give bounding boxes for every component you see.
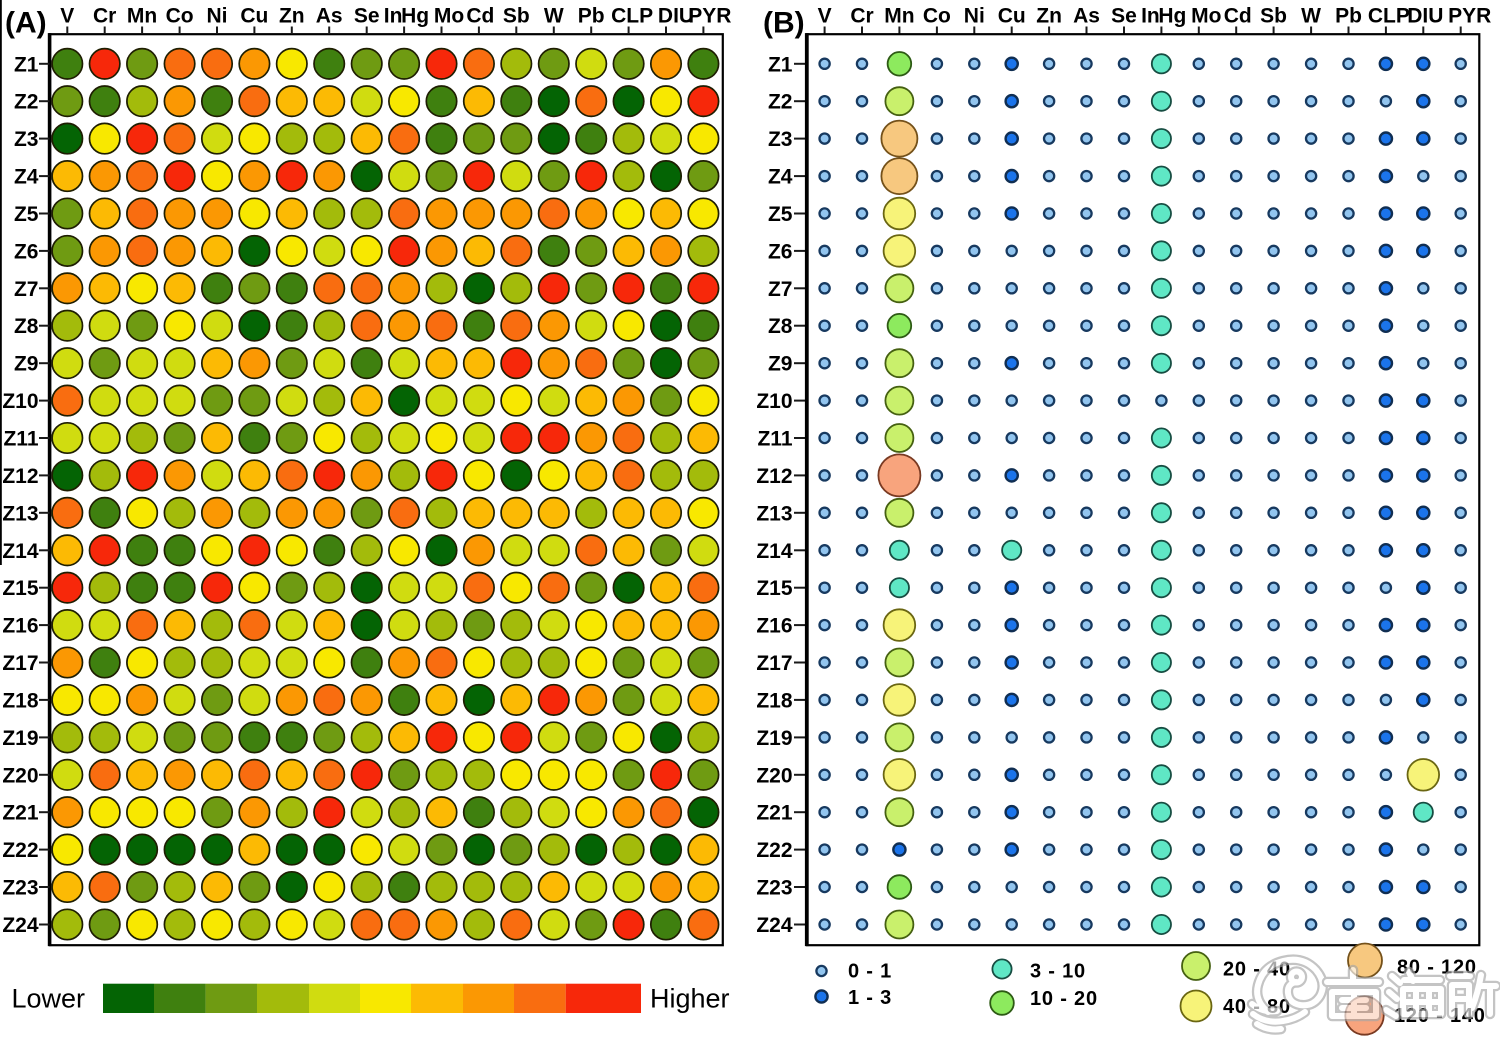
- svg-text:Cd: Cd: [466, 5, 494, 28]
- svg-text:Z10: Z10: [756, 390, 792, 413]
- svg-text:Mo: Mo: [434, 5, 464, 28]
- svg-text:Co: Co: [923, 5, 951, 28]
- svg-text:Pb: Pb: [1335, 5, 1362, 28]
- svg-text:Z23: Z23: [2, 877, 38, 900]
- svg-text:PYR: PYR: [688, 5, 731, 28]
- svg-text:Z4: Z4: [768, 166, 793, 189]
- svg-text:Z20: Z20: [756, 764, 792, 787]
- svg-text:Z17: Z17: [756, 652, 792, 675]
- svg-text:Z13: Z13: [756, 502, 792, 525]
- svg-text:In: In: [384, 5, 403, 28]
- svg-text:Cu: Cu: [240, 5, 268, 28]
- svg-text:Cr: Cr: [850, 5, 873, 28]
- svg-text:CLP: CLP: [1368, 5, 1410, 28]
- svg-text:As: As: [1073, 5, 1100, 28]
- svg-text:Z9: Z9: [14, 353, 39, 376]
- svg-text:Z23: Z23: [756, 877, 792, 900]
- svg-text:Z10: Z10: [2, 390, 38, 413]
- svg-text:V: V: [818, 5, 832, 28]
- svg-text:Z1: Z1: [768, 53, 793, 76]
- svg-text:Z7: Z7: [768, 278, 793, 301]
- svg-text:Z4: Z4: [14, 166, 39, 189]
- svg-text:Hg: Hg: [1158, 5, 1186, 28]
- svg-text:Z3: Z3: [768, 128, 793, 151]
- svg-text:Zn: Zn: [1036, 5, 1062, 28]
- svg-text:Z5: Z5: [14, 203, 39, 226]
- svg-text:Z19: Z19: [756, 727, 792, 750]
- svg-text:Z12: Z12: [756, 465, 792, 488]
- svg-text:Z21: Z21: [756, 802, 793, 825]
- svg-text:DIU: DIU: [658, 5, 694, 28]
- svg-text:Sb: Sb: [503, 5, 530, 28]
- svg-text:Z19: Z19: [2, 727, 38, 750]
- svg-text:Se: Se: [354, 5, 380, 28]
- svg-text:Z2: Z2: [768, 91, 793, 114]
- svg-text:Z14: Z14: [756, 540, 793, 563]
- svg-text:Z5: Z5: [768, 203, 793, 226]
- svg-text:Cr: Cr: [93, 5, 116, 28]
- svg-text:Z6: Z6: [14, 240, 39, 263]
- svg-text:Z21: Z21: [2, 802, 39, 825]
- svg-text:Z22: Z22: [756, 839, 792, 862]
- svg-text:Cd: Cd: [1224, 5, 1252, 28]
- svg-text:V: V: [60, 5, 74, 28]
- svg-text:Hg: Hg: [401, 5, 429, 28]
- svg-text:Z6: Z6: [768, 240, 793, 263]
- svg-text:Z20: Z20: [2, 764, 38, 787]
- svg-text:Z16: Z16: [756, 615, 792, 638]
- svg-text:Mn: Mn: [127, 5, 157, 28]
- svg-text:Z8: Z8: [768, 315, 793, 338]
- svg-text:W: W: [544, 5, 564, 28]
- svg-text:Z15: Z15: [2, 577, 39, 600]
- svg-text:Zn: Zn: [279, 5, 305, 28]
- svg-text:Z18: Z18: [756, 689, 793, 712]
- svg-text:Z7: Z7: [14, 278, 39, 301]
- svg-text:DIU: DIU: [1407, 5, 1443, 28]
- svg-text:Z24: Z24: [756, 914, 793, 937]
- svg-text:Z8: Z8: [14, 315, 39, 338]
- svg-text:Z17: Z17: [2, 652, 38, 675]
- svg-text:PYR: PYR: [1448, 5, 1491, 28]
- svg-text:Z2: Z2: [14, 91, 39, 114]
- svg-text:Z1: Z1: [14, 53, 39, 76]
- svg-text:(B): (B): [763, 7, 805, 40]
- svg-text:Z3: Z3: [14, 128, 39, 151]
- svg-text:CLP: CLP: [611, 5, 653, 28]
- svg-text:Lower: Lower: [12, 984, 86, 1014]
- svg-text:Mn: Mn: [884, 5, 914, 28]
- svg-text:Z24: Z24: [2, 914, 39, 937]
- svg-text:Ni: Ni: [964, 5, 985, 28]
- svg-text:0 - 1: 0 - 1: [848, 961, 892, 983]
- svg-text:Z22: Z22: [2, 839, 38, 862]
- svg-text:W: W: [1301, 5, 1321, 28]
- svg-text:Z18: Z18: [2, 689, 39, 712]
- svg-text:Se: Se: [1111, 5, 1137, 28]
- svg-text:Z14: Z14: [2, 540, 39, 563]
- svg-text:Mo: Mo: [1191, 5, 1221, 28]
- svg-text:Z13: Z13: [2, 502, 38, 525]
- svg-text:3 - 10: 3 - 10: [1030, 961, 1086, 983]
- svg-text:(A): (A): [5, 7, 47, 40]
- svg-text:Z11: Z11: [3, 428, 38, 451]
- svg-text:Z16: Z16: [2, 615, 38, 638]
- svg-text:As: As: [316, 5, 343, 28]
- svg-text:Z11: Z11: [757, 428, 792, 451]
- svg-text:Higher: Higher: [650, 984, 730, 1014]
- svg-text:Co: Co: [166, 5, 194, 28]
- svg-text:Cu: Cu: [998, 5, 1026, 28]
- svg-text:1 - 3: 1 - 3: [848, 987, 892, 1009]
- svg-text:Sb: Sb: [1260, 5, 1287, 28]
- svg-text:10 - 20: 10 - 20: [1030, 988, 1098, 1010]
- svg-text:Z9: Z9: [768, 353, 793, 376]
- svg-text:Ni: Ni: [207, 5, 228, 28]
- svg-text:Z12: Z12: [2, 465, 38, 488]
- svg-text:Z15: Z15: [756, 577, 793, 600]
- svg-text:Pb: Pb: [578, 5, 605, 28]
- svg-text:In: In: [1141, 5, 1160, 28]
